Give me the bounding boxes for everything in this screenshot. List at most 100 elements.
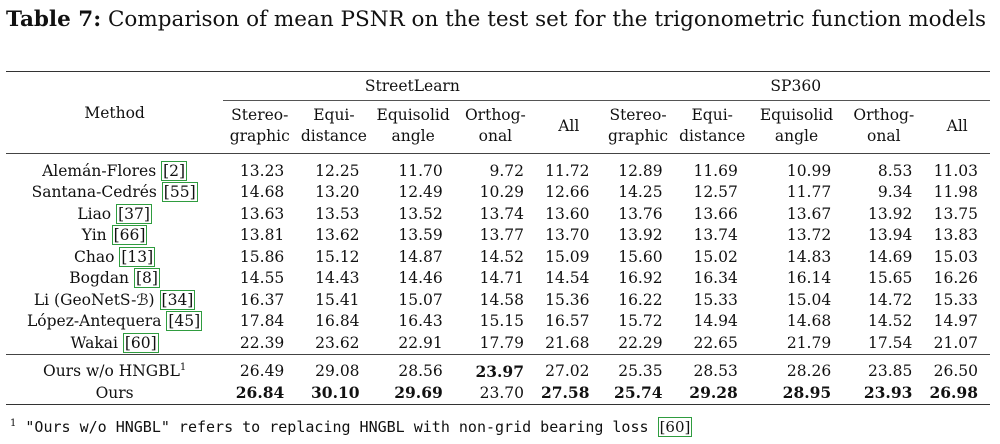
value-cell: 11.70 [398,161,443,180]
citation-link[interactable]: [8] [133,268,160,289]
value-cell: 12.66 [545,183,590,202]
value-cell: 13.77 [479,226,524,245]
method-name: López-Antequera [27,312,162,331]
citation-link[interactable]: [13] [119,246,156,267]
table-row: Ours w/o HNGBL1 26.49 29.08 28.56 23.97 27.02… [6,353,990,382]
value-cell: 27.58 [535,382,602,405]
value-cell: 28.56 [371,353,455,382]
column-header-line2: angle [391,127,435,145]
citation-link[interactable]: [34] [159,289,196,310]
value-cell: 13.62 [315,226,360,245]
value-cell: 25.35 [601,353,675,382]
value-cell: 13.60 [545,204,590,223]
method-cell: Chao [13] [6,246,223,268]
value-cell: 14.71 [479,269,524,288]
value-cell: 14.69 [868,247,913,266]
value-cell: 22.39 [239,333,285,352]
citation-link[interactable]: [37] [116,203,152,224]
value-cell: 12.89 [618,161,663,180]
value-cell: 26.84 [223,382,297,405]
value-cell: 23.93 [843,382,925,405]
table-row: Liao [37] 13.63 13.53 13.52 13.74 13.60 13.76 1… [6,203,990,225]
citation-link[interactable]: [66] [111,225,148,246]
value-cell: 28.26 [749,353,844,382]
column-header-line2: distance [300,127,367,145]
value-cell: 14.97 [933,312,978,331]
value-cell: 29.69 [371,382,455,405]
citation-link[interactable]: [60] [122,332,159,353]
column-header: All [535,100,602,154]
value-cell: 13.23 [239,161,285,180]
table-row: Ours 26.84 30.10 29.69 23.70 27.58 25.74 29.28 2… [6,382,990,405]
value-cell: 15.15 [479,312,524,331]
value-cell: 15.60 [618,247,663,266]
value-cell: 12.57 [693,183,738,202]
value-cell: 21.79 [786,333,832,352]
value-cell: 13.67 [786,204,832,223]
method-name: Li (GeoNetS-ℬ) [33,290,155,309]
value-cell: 16.92 [618,269,663,288]
column-header-line1: Equi- [691,106,733,124]
citation-link[interactable]: [55] [161,182,198,203]
value-cell: 15.02 [693,247,738,266]
value-cell: 26.49 [223,353,297,382]
value-cell: 13.81 [239,226,285,245]
value-cell: 9.72 [489,161,524,180]
column-header: All [924,100,990,154]
value-cell: 12.25 [315,161,360,180]
method-cell: Bogdan [8] [6,268,223,290]
value-cell: 13.66 [693,204,738,223]
value-cell: 14.94 [693,312,738,331]
table-row: Li (GeoNetS-ℬ) [34] 16.37 15.41 15.07 14.58 1… [6,289,990,311]
value-cell: 10.29 [479,183,524,202]
value-cell: 14.58 [479,290,524,309]
method-cell: Alemán-Flores [2] [6,154,223,182]
value-cell: 14.68 [239,183,285,202]
method-header: Method [6,71,224,154]
value-cell: 11.69 [693,161,738,180]
column-header-line2: angle [774,127,819,145]
column-header-line1: Equisolid [759,106,834,124]
method-name: Santana-Cedrés [31,183,157,202]
value-cell: 30.10 [296,382,372,405]
value-cell: 15.72 [618,312,663,331]
value-cell: 16.22 [618,290,663,309]
method-cell: Ours [6,382,224,405]
value-cell: 13.72 [786,226,832,245]
value-cell: 23.62 [315,333,360,352]
psnr-table: Method StreetLearn SP360 Stereo-graphic E… [6,71,990,405]
table-caption: Table 7: Comparison of mean PSNR on the … [6,4,991,35]
column-header-line1: Equisolid [376,106,450,124]
column-header: Stereo-graphic [601,100,675,154]
citation-link[interactable]: [2] [161,160,188,181]
table-row: Bogdan [8] 14.55 14.43 14.46 14.71 14.54 16.92… [6,268,990,290]
value-cell: 16.34 [693,269,738,288]
column-header-line1: Orthog- [853,106,915,124]
value-cell: 23.97 [454,353,536,382]
column-header-line1: Equi- [313,106,355,124]
citation-link[interactable]: [45] [166,311,203,332]
value-cell: 13.59 [398,226,443,245]
footnote-ref: [60] [657,417,693,437]
value-cell: 13.52 [398,204,443,223]
value-cell: 13.76 [618,204,663,223]
value-cell: 17.84 [239,312,285,331]
value-cell: 29.08 [296,353,372,382]
method-name: Ours w/o HNGBL [42,362,180,381]
table-row: Alemán-Flores [2] 13.23 12.25 11.70 9.72 11.7… [6,154,990,182]
table-row: López-Antequera [45] 17.84 16.84 16.43 15.15… [6,311,990,333]
value-cell: 16.84 [315,312,360,331]
value-cell: 21.68 [545,333,590,352]
column-header: Equi-distance [296,100,372,154]
value-cell: 14.68 [786,312,832,331]
value-cell: 15.41 [315,290,360,309]
method-cell: López-Antequera [45] [6,311,223,333]
footnote-mark: 1 [10,418,17,429]
value-cell: 13.74 [693,226,738,245]
value-cell: 14.46 [398,269,443,288]
value-cell: 15.09 [545,247,590,266]
column-header-line1: All [946,116,968,135]
method-cell: Santana-Cedrés [55] [6,182,223,204]
value-cell: 11.03 [933,161,978,180]
column-header: Equisolid angle [371,100,455,154]
